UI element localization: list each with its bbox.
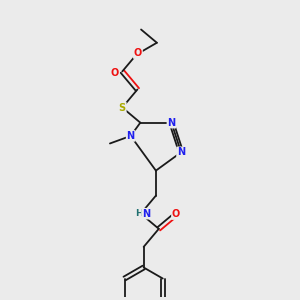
Text: O: O — [172, 209, 180, 219]
Text: N: N — [142, 209, 150, 219]
Text: N: N — [127, 131, 135, 141]
Text: O: O — [111, 68, 119, 78]
Text: N: N — [167, 118, 175, 128]
Text: O: O — [134, 48, 142, 58]
Text: N: N — [177, 147, 185, 157]
Text: H: H — [136, 209, 143, 218]
Text: S: S — [119, 103, 126, 112]
